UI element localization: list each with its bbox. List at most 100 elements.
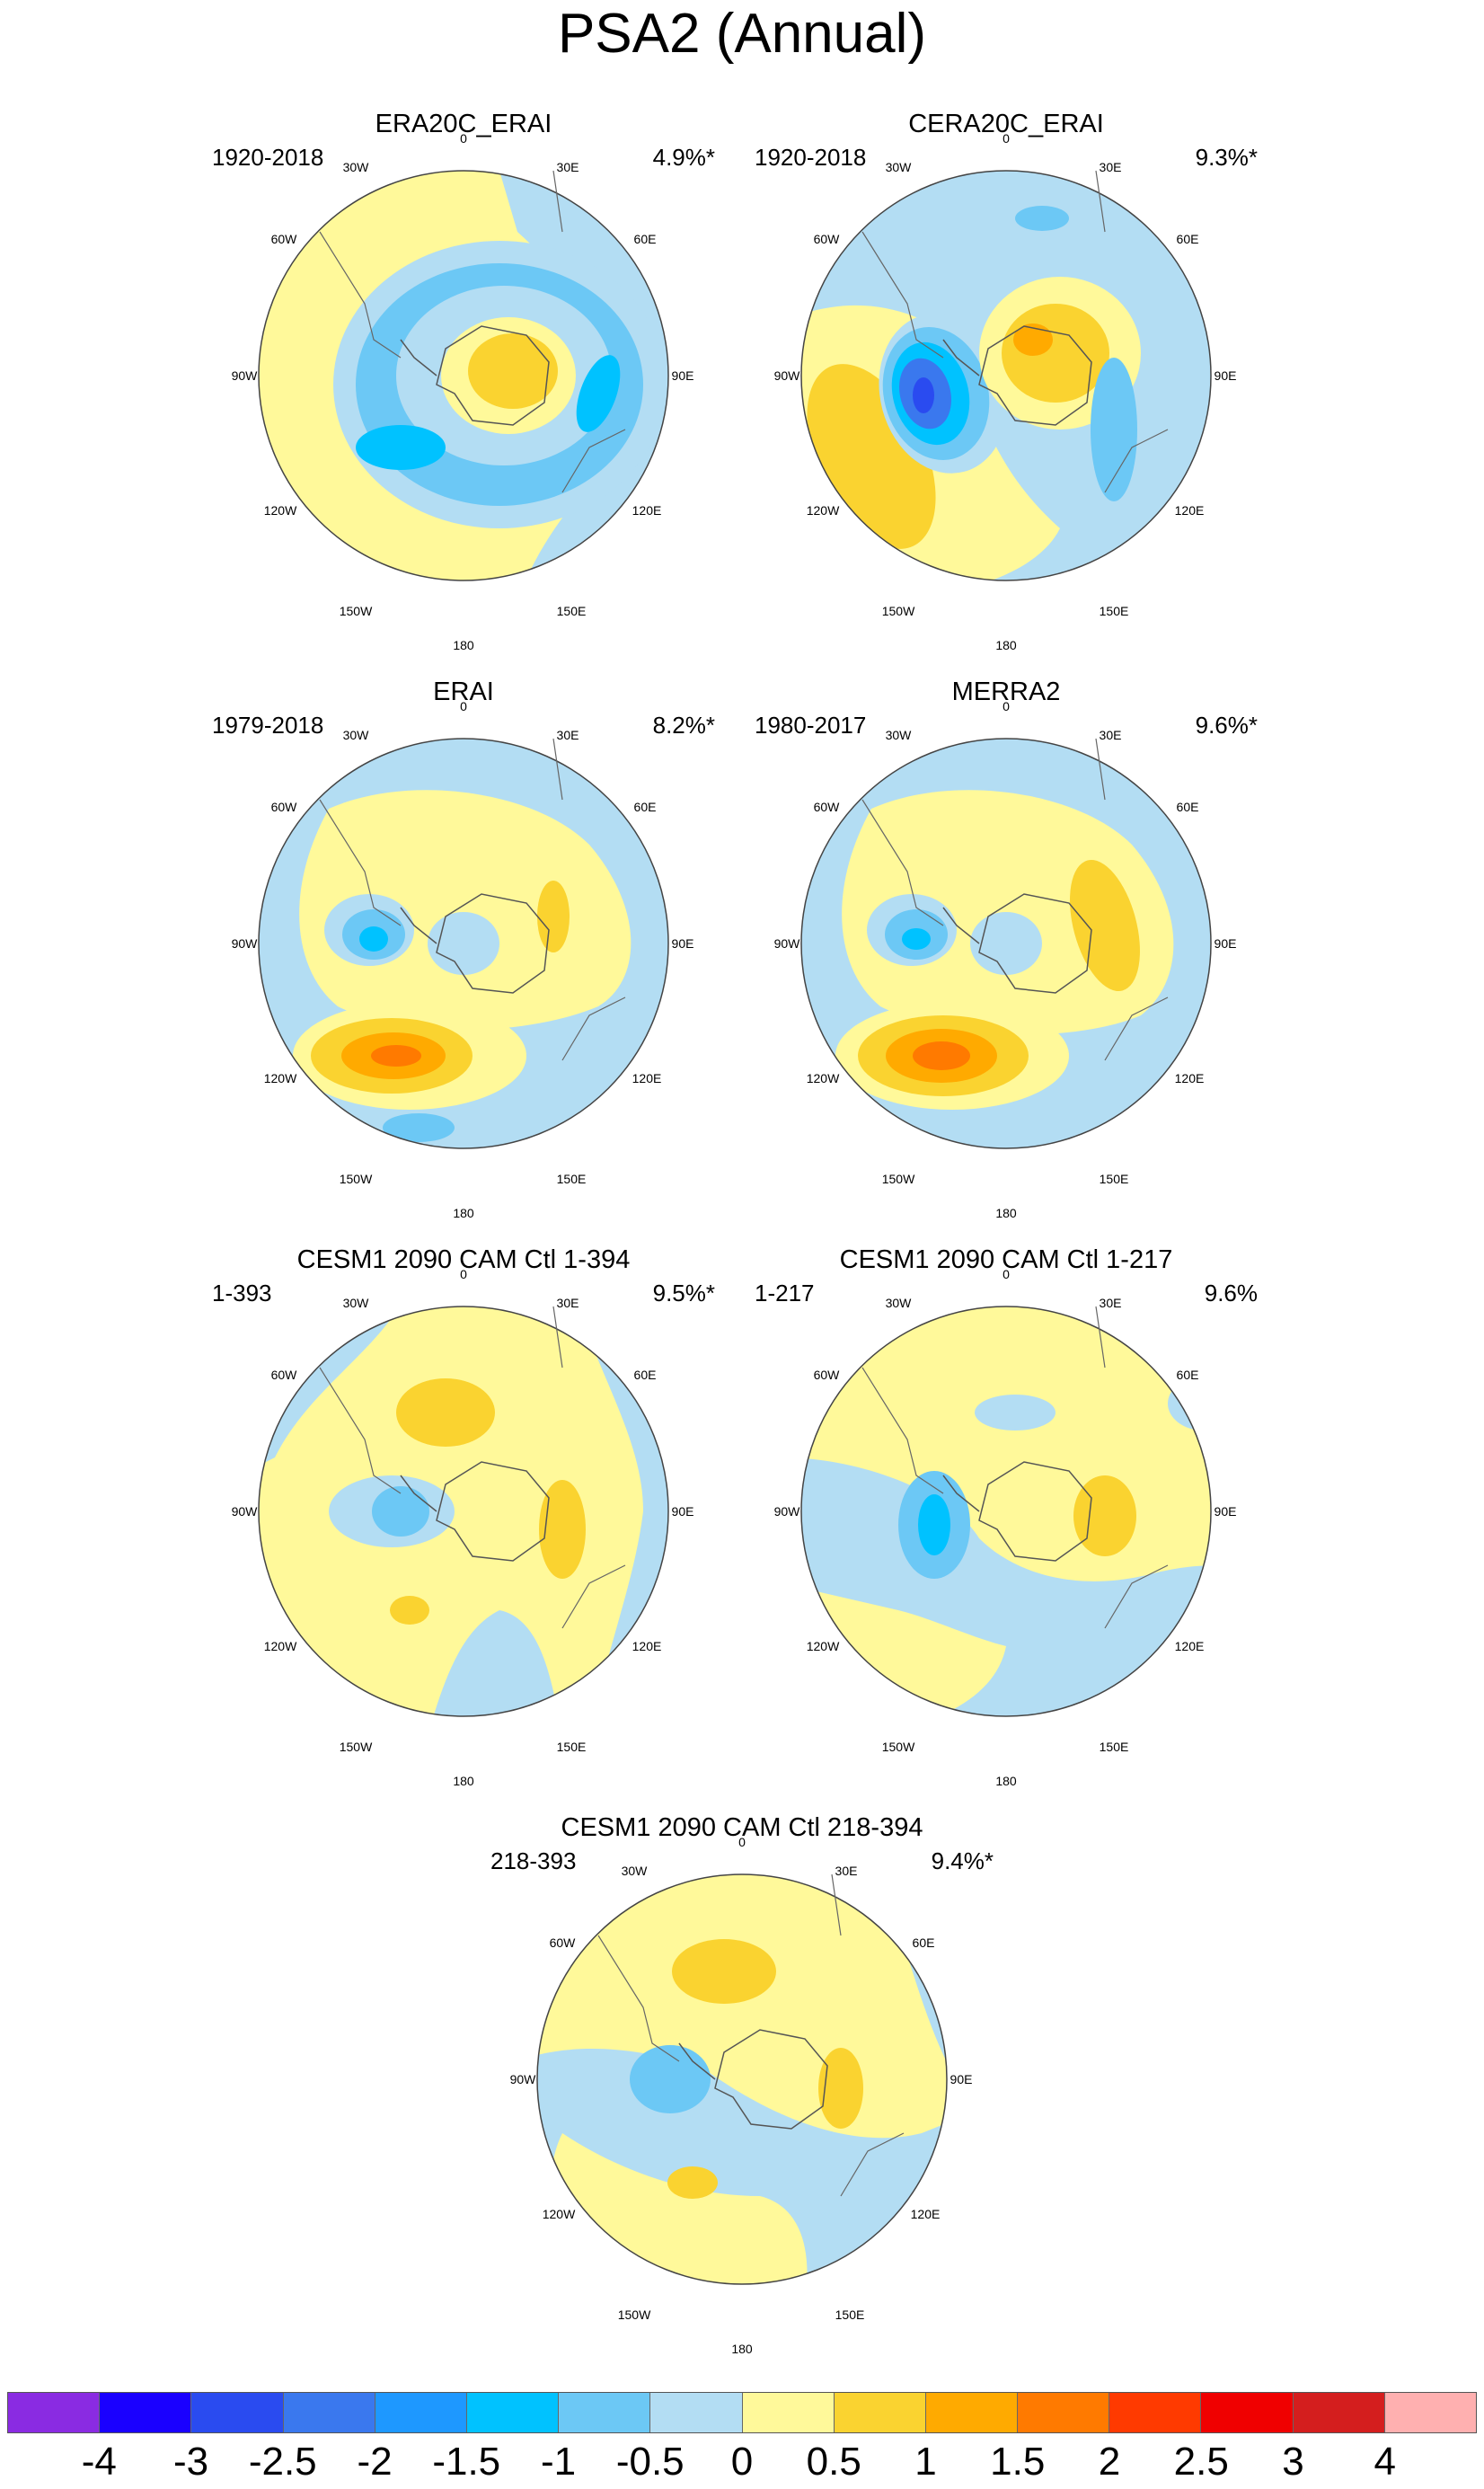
- lon-label-180: 180: [453, 1206, 474, 1220]
- lon-label-90e: 90E: [671, 1504, 694, 1519]
- lon-label-150e: 150E: [1099, 1172, 1129, 1186]
- lon-label-60e: 60E: [912, 1935, 935, 1950]
- lon-label-90e: 90E: [950, 2072, 973, 2086]
- lon-label-120w: 120W: [806, 1071, 840, 1085]
- lon-label-120w: 120W: [263, 503, 297, 518]
- polar-map: [536, 1873, 948, 2285]
- colorbar-swatch: [8, 2393, 101, 2432]
- lon-label-60w: 60W: [813, 1368, 840, 1382]
- lon-label-150w: 150W: [339, 1172, 373, 1186]
- colorbar-tick-label: 3: [1282, 2440, 1304, 2484]
- lon-label-120w: 120W: [263, 1639, 297, 1653]
- polar-map: [800, 170, 1212, 581]
- lon-label-90w: 90W: [509, 2072, 536, 2086]
- lon-label-150e: 150E: [556, 1740, 587, 1754]
- colorbar-swatch: [375, 2393, 467, 2432]
- lon-label-30w: 30W: [885, 728, 912, 742]
- lon-label-180: 180: [731, 2342, 753, 2356]
- lon-label-120w: 120W: [806, 1639, 840, 1653]
- lon-label-90w: 90W: [773, 936, 800, 951]
- panel-title: ERAI: [433, 678, 494, 706]
- lon-label-30e: 30E: [835, 1864, 858, 1878]
- lon-label-150w: 150W: [339, 604, 373, 618]
- colorbar-tick-label: -1: [540, 2440, 577, 2484]
- map-panel-cesm1-1-394: CESM1 2090 CAM Ctl 1-394 1-393 9.5%* 0 3…: [212, 1242, 715, 1799]
- panel-period: 1980-2017: [755, 712, 867, 739]
- lon-label-60e: 60E: [1176, 800, 1199, 814]
- lon-label-150e: 150E: [556, 604, 587, 618]
- lon-label-150w: 150W: [881, 1172, 915, 1186]
- polar-map: [258, 170, 669, 581]
- lon-label-120e: 120E: [1174, 1071, 1205, 1085]
- lon-label-120e: 120E: [1174, 1639, 1205, 1653]
- colorbar-tick-label: -4: [81, 2440, 117, 2484]
- lon-label-0: 0: [738, 1835, 746, 1849]
- colorbar-swatch: [100, 2393, 192, 2432]
- panel-variance-percent: 9.3%*: [1195, 144, 1258, 171]
- colorbar-tick-label: -3: [172, 2440, 209, 2484]
- lon-label-120e: 120E: [632, 503, 662, 518]
- lon-label-60w: 60W: [549, 1935, 576, 1950]
- map-panel-cesm1-1-217: CESM1 2090 CAM Ctl 1-217 1-217 9.6% 0 30…: [755, 1242, 1258, 1799]
- lon-label-90w: 90W: [773, 1504, 800, 1519]
- lon-label-90w: 90W: [231, 936, 258, 951]
- panel-period: 1920-2018: [755, 144, 867, 171]
- colorbar-tick-label: 1.5: [990, 2440, 1046, 2484]
- lon-label-30e: 30E: [1099, 1296, 1122, 1310]
- colorbar-tick-label: 0: [730, 2440, 754, 2484]
- lon-label-60w: 60W: [270, 800, 297, 814]
- panel-variance-percent: 8.2%*: [652, 712, 715, 739]
- colorbar-tick-label: -2.5: [248, 2440, 317, 2484]
- panel-title: ERA20C_ERAI: [375, 110, 552, 138]
- map-panel-cera20c-erai: CERA20C_ERAI 1920-2018 9.3%* 0 30E 60E 9…: [755, 106, 1258, 663]
- map-panel-era20c-erai: ERA20C_ERAI 1920-2018 4.9%* 0 30E 60E 90…: [212, 106, 715, 663]
- lon-label-90e: 90E: [1214, 936, 1237, 951]
- lon-label-30e: 30E: [1099, 728, 1122, 742]
- lon-label-30w: 30W: [342, 1296, 369, 1310]
- colorbar-swatch: [1109, 2393, 1202, 2432]
- lon-label-60e: 60E: [1176, 1368, 1199, 1382]
- lon-label-30w: 30W: [885, 160, 912, 174]
- lon-label-90w: 90W: [773, 368, 800, 383]
- panel-period: 1-217: [755, 1280, 815, 1307]
- lon-label-90w: 90W: [231, 368, 258, 383]
- lon-label-120e: 120E: [910, 2207, 941, 2221]
- colorbar-tick-label: 0.5: [806, 2440, 861, 2484]
- lon-label-120w: 120W: [263, 1071, 297, 1085]
- colorbar-tick-label: 2.5: [1173, 2440, 1229, 2484]
- lon-label-180: 180: [995, 1774, 1017, 1788]
- lon-label-150w: 150W: [881, 604, 915, 618]
- lon-label-150e: 150E: [1099, 1740, 1129, 1754]
- lon-label-150w: 150W: [339, 1740, 373, 1754]
- lon-label-90e: 90E: [1214, 1504, 1237, 1519]
- polar-map: [258, 1306, 669, 1717]
- lon-label-30e: 30E: [556, 1296, 579, 1310]
- lon-label-30e: 30E: [556, 160, 579, 174]
- colorbar-tick-label: 4: [1374, 2440, 1396, 2484]
- colorbar-swatch: [1201, 2393, 1294, 2432]
- colorbar-swatch: [466, 2393, 560, 2432]
- lon-label-120e: 120E: [632, 1639, 662, 1653]
- panel-variance-percent: 9.4%*: [931, 1847, 994, 1874]
- map-panel-cesm1-218-394: CESM1 2090 CAM Ctl 218-394 218-393 9.4%*…: [490, 1810, 994, 2367]
- lon-label-0: 0: [460, 699, 467, 713]
- polar-map: [258, 738, 669, 1149]
- lon-label-30w: 30W: [885, 1296, 912, 1310]
- colorbar-swatch: [191, 2393, 284, 2432]
- lon-label-0: 0: [460, 131, 467, 146]
- lon-label-150w: 150W: [617, 2307, 651, 2322]
- lon-label-120w: 120W: [542, 2207, 576, 2221]
- colorbar-swatch: [925, 2393, 1019, 2432]
- panel-variance-percent: 9.6%: [1204, 1280, 1258, 1307]
- colorbar-swatch: [283, 2393, 375, 2432]
- colorbar-swatch: [1018, 2393, 1110, 2432]
- colorbar-tick-label: 1: [914, 2440, 937, 2484]
- lon-label-30w: 30W: [621, 1864, 648, 1878]
- lon-label-180: 180: [453, 638, 474, 652]
- lon-label-120w: 120W: [806, 503, 840, 518]
- lon-label-0: 0: [1003, 131, 1010, 146]
- lon-label-60e: 60E: [633, 800, 657, 814]
- lon-label-30e: 30E: [1099, 160, 1122, 174]
- map-panel-erai: ERAI 1979-2018 8.2%* 0 30E 60E 90E 120E …: [212, 674, 715, 1231]
- panel-title: CERA20C_ERAI: [908, 110, 1104, 138]
